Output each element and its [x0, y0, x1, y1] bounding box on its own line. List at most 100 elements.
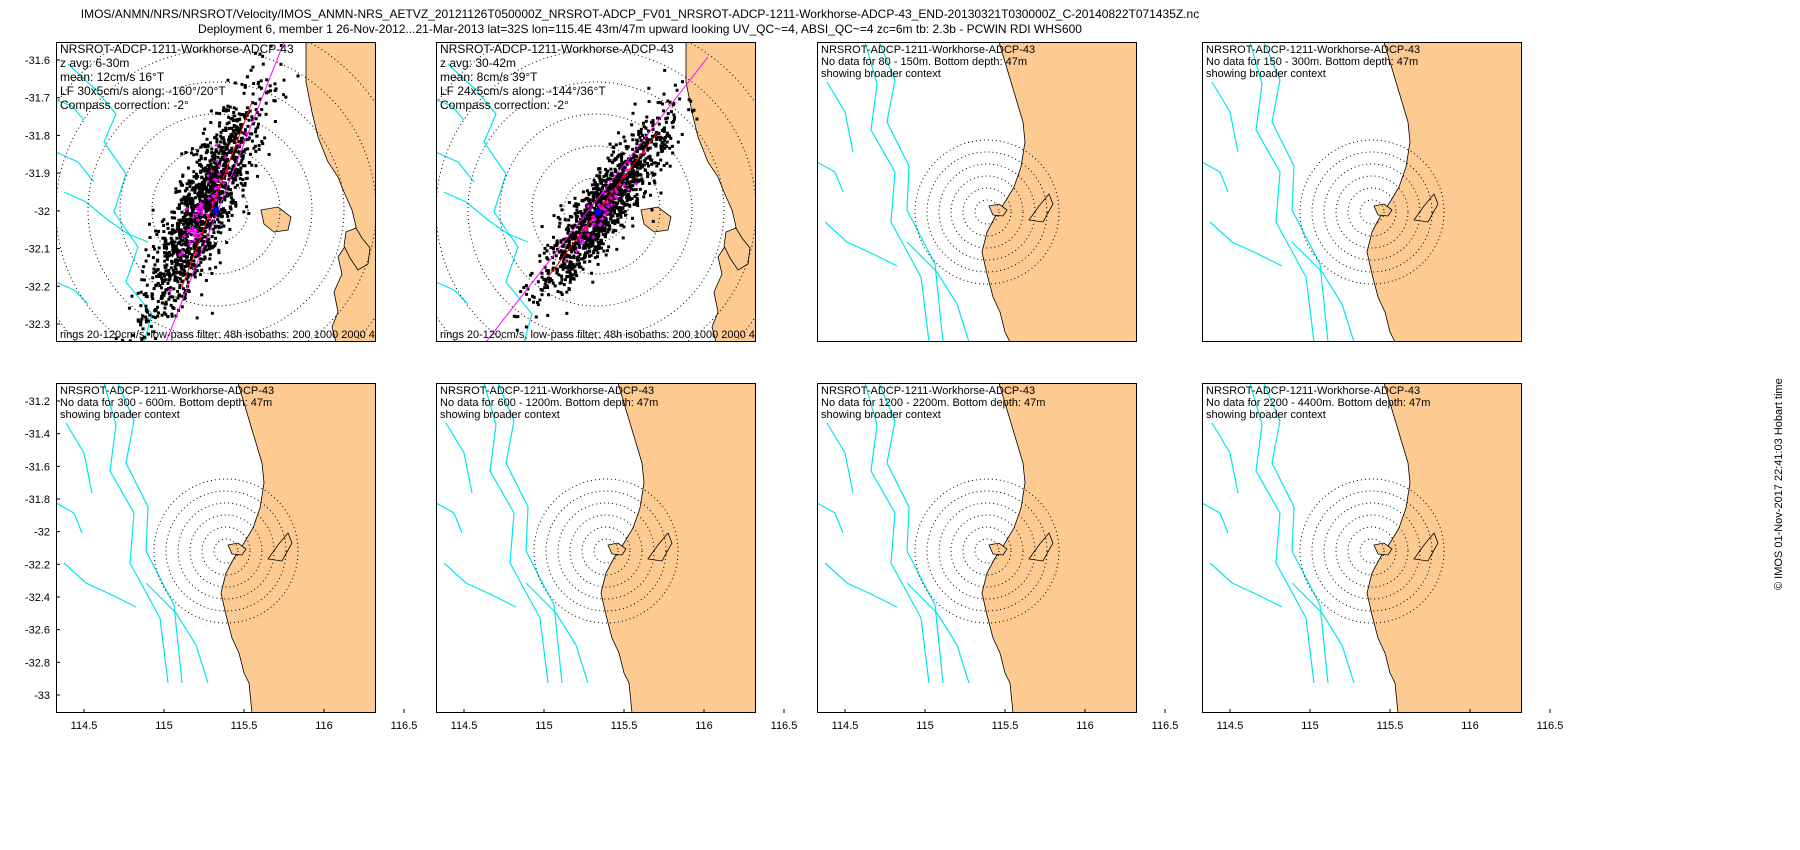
scatter-point [178, 283, 182, 287]
scatter-point [254, 51, 258, 55]
scatter-point [646, 147, 650, 151]
panel-label-line-1: NRSROT-ADCP-1211-Workhorse-ADCP-43 [440, 42, 674, 56]
scatter-point [182, 230, 186, 234]
scatter-point [561, 244, 565, 248]
scatter-point [197, 239, 201, 243]
scatter-point [232, 155, 236, 159]
lowpass-point [205, 179, 210, 184]
lowpass-point [192, 238, 197, 243]
scatter-point [594, 238, 598, 242]
scatter-point [245, 75, 249, 79]
headland [723, 227, 751, 271]
scatter-point [212, 231, 216, 235]
scatter-point [593, 181, 597, 185]
scatter-point [206, 225, 210, 229]
scatter-point [263, 136, 267, 140]
scatter-point [631, 147, 635, 151]
scatter-point [189, 151, 193, 155]
scatter-point [618, 188, 622, 192]
scatter-point [589, 203, 593, 207]
y-tick-label: -32.3 [25, 319, 50, 331]
scatter-point [208, 227, 212, 231]
scatter-point [156, 274, 160, 278]
scatter-point [645, 115, 649, 119]
scatter-point [598, 174, 602, 178]
scatter-point [173, 265, 177, 269]
scatter-point [630, 173, 634, 177]
scatter-point [560, 208, 564, 212]
scatter-point [673, 115, 677, 119]
scatter-point [557, 273, 561, 277]
scatter-point [127, 306, 131, 310]
lowpass-point [614, 195, 619, 200]
range-ring-6 [1299, 478, 1445, 624]
scatter-point [260, 108, 264, 112]
variance-ellipse-axis [181, 101, 253, 288]
isobath-line-6 [1291, 582, 1355, 684]
scatter-point [180, 243, 184, 247]
scatter-point [219, 171, 223, 175]
scatter-point [256, 37, 259, 40]
scatter-point [226, 143, 230, 147]
scatter-point [239, 136, 243, 140]
scatter-point [192, 259, 196, 263]
scatter-point [525, 292, 529, 296]
scatter-point [550, 279, 554, 283]
scatter-point [589, 253, 593, 257]
scatter-point [640, 177, 644, 181]
scatter-point [206, 163, 210, 167]
scatter-point [575, 256, 579, 260]
scatter-point [217, 175, 221, 179]
scatter-point [658, 137, 662, 141]
scatter-point [179, 272, 183, 276]
scatter-point [219, 231, 223, 235]
scatter-point [202, 221, 206, 225]
scatter-point [144, 295, 148, 299]
scatter-point [570, 250, 574, 254]
scatter-point [623, 139, 627, 143]
scatter-point [607, 190, 611, 194]
scatter-point [235, 155, 239, 159]
scatter-point [181, 173, 185, 177]
scatter-point [282, 93, 286, 97]
scatter-point [659, 191, 663, 195]
x-tick-label: 115.5 [231, 720, 258, 732]
scatter-point [218, 145, 222, 149]
scatter-point [239, 181, 243, 185]
panel-label-line-3: mean: 8cm/s 39°T [440, 70, 538, 84]
scatter-point [557, 250, 561, 254]
scatter-point [612, 228, 616, 232]
panel-label-line-2: No data for 150 - 300m. Bottom depth: 47… [1206, 56, 1418, 68]
scatter-point [120, 338, 124, 342]
scatter-point [203, 169, 207, 173]
scatter-point [562, 257, 566, 261]
scatter-point [226, 187, 230, 191]
scatter-point [587, 191, 591, 195]
scatter-point [631, 111, 635, 115]
map-panel-content: NRSROT-ADCP-1211-Workhorse-ADCP-43z avg:… [56, 37, 376, 360]
panel-label-line-3: showing broader context [821, 409, 941, 421]
scatter-point [687, 98, 691, 102]
scatter-point [554, 254, 558, 258]
scatter-point [662, 129, 666, 133]
scatter-point [656, 153, 660, 157]
scatter-point [133, 357, 136, 360]
scatter-point [219, 140, 223, 144]
scatter-point [246, 124, 250, 128]
scatter-point [650, 120, 654, 124]
scatter-point [209, 179, 213, 183]
scatter-point [197, 237, 201, 241]
scatter-point [202, 257, 206, 261]
scatter-point [234, 133, 238, 137]
scatter-point [233, 135, 237, 139]
scatter-point [671, 151, 675, 155]
scatter-point [606, 192, 610, 196]
scatter-point [596, 237, 600, 241]
scatter-point [228, 105, 232, 109]
scatter-point [595, 195, 599, 199]
scatter-point [617, 208, 621, 212]
scatter-point [603, 194, 607, 198]
scatter-point [209, 215, 213, 219]
scatter-point [602, 228, 606, 232]
